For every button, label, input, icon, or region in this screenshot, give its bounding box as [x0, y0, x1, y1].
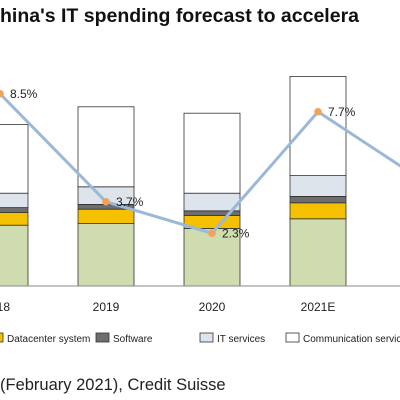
bar-segment-it_services — [0, 192, 29, 208]
bar-segment-hardware — [77, 223, 135, 287]
growth-label: 8.5% — [10, 87, 38, 101]
bar-segment-hardware — [289, 218, 347, 287]
bar-segment-software — [289, 195, 347, 204]
plot-area: 8.5% 3.7% 2.3% 7.7% — [0, 76, 400, 287]
x-tick-label: 2020 — [199, 300, 226, 314]
growth-label: 7.7% — [328, 105, 356, 119]
growth-point — [314, 107, 322, 116]
growth-label: 3.7% — [116, 195, 144, 209]
growth-point — [102, 197, 110, 206]
bar-segment-datacenter — [77, 208, 135, 224]
bar-segment-software — [0, 207, 29, 213]
legend-swatch-datacenter — [0, 332, 4, 343]
source-note: (February 2021), Credit Suisse — [0, 376, 226, 394]
bar-segment-communication — [289, 76, 347, 176]
legend: Datacenter system Software IT services Comm… — [0, 332, 400, 345]
bar-segment-communication — [77, 106, 135, 188]
legend-swatch-communication — [285, 332, 300, 343]
bar-segment-it_services — [289, 175, 347, 197]
growth-label: 2.3% — [222, 226, 250, 240]
bar-segment-it_services — [183, 192, 241, 212]
x-axis-ticks: 018 2019 2020 2021E — [0, 300, 335, 314]
legend-swatch-software — [95, 332, 110, 343]
bar-segment-hardware — [0, 224, 29, 287]
bar-segment-datacenter — [0, 211, 29, 226]
x-tick-label: 2019 — [93, 300, 120, 314]
bar-segment-hardware — [183, 227, 241, 287]
growth-point — [208, 229, 216, 238]
x-tick-label: 018 — [0, 300, 10, 314]
legend-label-datacenter: Datacenter system — [7, 334, 90, 345]
legend-label-communication: Communication servic — [303, 334, 400, 345]
growth-point — [0, 89, 4, 98]
legend-label-it_services: IT services — [217, 334, 265, 345]
legend-label-software: Software — [113, 334, 153, 345]
legend-swatch-it_services — [199, 332, 214, 343]
bar-segment-communication — [183, 112, 241, 194]
bar-segment-communication — [0, 124, 29, 194]
chart-title: hina's IT spending forecast to accelera — [0, 5, 359, 27]
bar-segment-datacenter — [289, 202, 347, 220]
x-tick-label: 2021E — [301, 300, 336, 314]
